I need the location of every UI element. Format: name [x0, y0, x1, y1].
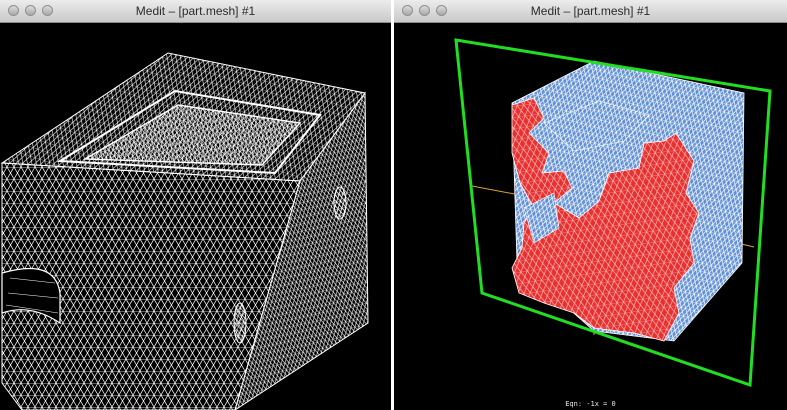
- window-controls: [8, 5, 53, 16]
- zoom-button[interactable]: [436, 5, 447, 16]
- window-title: Medit – [part.mesh] #1: [135, 4, 256, 18]
- clip-plane-outline: [454, 38, 772, 388]
- close-button[interactable]: [402, 5, 413, 16]
- window-controls: [402, 5, 447, 16]
- title-bar[interactable]: Medit – [part.mesh] #1: [394, 0, 787, 23]
- medit-window-right[interactable]: Medit – [part.mesh] #1: [394, 0, 787, 410]
- medit-window-left[interactable]: Medit – [part.mesh] #1: [0, 0, 391, 410]
- minimize-button[interactable]: [419, 5, 430, 16]
- clipped-mesh: [454, 38, 772, 388]
- clipping-viewport[interactable]: Eqn: -1x = 0: [394, 23, 787, 410]
- title-bar[interactable]: Medit – [part.mesh] #1: [0, 0, 391, 23]
- zoom-button[interactable]: [42, 5, 53, 16]
- wireframe-mesh: [0, 52, 369, 410]
- minimize-button[interactable]: [25, 5, 36, 16]
- wireframe-viewport[interactable]: [0, 23, 391, 410]
- plane-equation-label: Eqn: -1x = 0: [565, 400, 616, 408]
- close-button[interactable]: [8, 5, 19, 16]
- window-title: Medit – [part.mesh] #1: [530, 4, 651, 18]
